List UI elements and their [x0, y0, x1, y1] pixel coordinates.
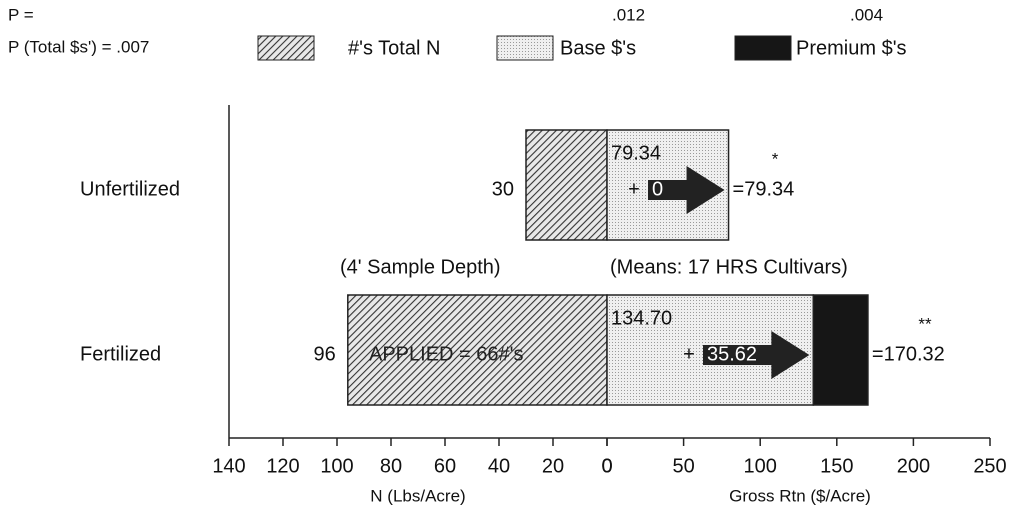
data-label: 0 — [652, 178, 663, 200]
x2-tick-label: 150 — [820, 455, 853, 477]
x2-tick-label: 0 — [601, 455, 612, 477]
data-label: 35.62 — [707, 343, 757, 365]
p-label: P = — [8, 5, 34, 24]
x2-tick-label: 250 — [973, 455, 1006, 477]
x2-tick-label: 200 — [897, 455, 930, 477]
total-label: =170.32 — [872, 343, 945, 365]
x-tick-label: 60 — [434, 455, 456, 477]
category-label: Unfertilized — [80, 178, 180, 200]
legend-label: #'s Total N — [348, 37, 440, 59]
operator: + — [683, 343, 695, 365]
x-tick-label: 20 — [542, 455, 564, 477]
x-tick-label: 80 — [380, 455, 402, 477]
data-label: 79.34 — [611, 142, 661, 164]
bar — [347, 294, 608, 406]
x2-tick-label: 50 — [672, 455, 694, 477]
data-label: 30 — [492, 178, 514, 200]
x-tick-label: 120 — [266, 455, 299, 477]
arrow — [648, 166, 725, 214]
legend-label: Base $'s — [560, 37, 636, 59]
data-label: 96 — [314, 343, 336, 365]
x-axis-label: N (Lbs/Acre) — [370, 486, 465, 505]
x-tick-label: 40 — [488, 455, 510, 477]
total-label: =79.34 — [733, 178, 795, 200]
category-label: Fertilized — [80, 343, 161, 365]
p-base: .012 — [612, 5, 645, 24]
x-tick-label: 100 — [320, 455, 353, 477]
legend-label: Premium $'s — [796, 37, 907, 59]
data-label: 134.70 — [611, 307, 672, 329]
annotation: (4' Sample Depth) — [340, 256, 501, 278]
significance: * — [772, 149, 779, 168]
operator: + — [628, 178, 640, 200]
significance: ** — [918, 314, 932, 333]
legend-swatch — [734, 35, 792, 61]
arrow — [703, 331, 810, 379]
x-tick-label: 0 — [601, 455, 612, 477]
p-total: P (Total $s') = .007 — [8, 37, 149, 56]
bar — [812, 294, 869, 406]
legend-swatch — [257, 35, 315, 61]
legend-swatch — [496, 35, 554, 61]
annotation: APPLIED = 66#'s — [369, 343, 523, 365]
bar — [525, 129, 608, 241]
x-tick-label: 140 — [212, 455, 245, 477]
x2-axis-label: Gross Rtn ($/Acre) — [729, 486, 871, 505]
annotation: (Means: 17 HRS Cultivars) — [610, 256, 848, 278]
x2-tick-label: 100 — [744, 455, 777, 477]
p-premium: .004 — [850, 5, 883, 24]
